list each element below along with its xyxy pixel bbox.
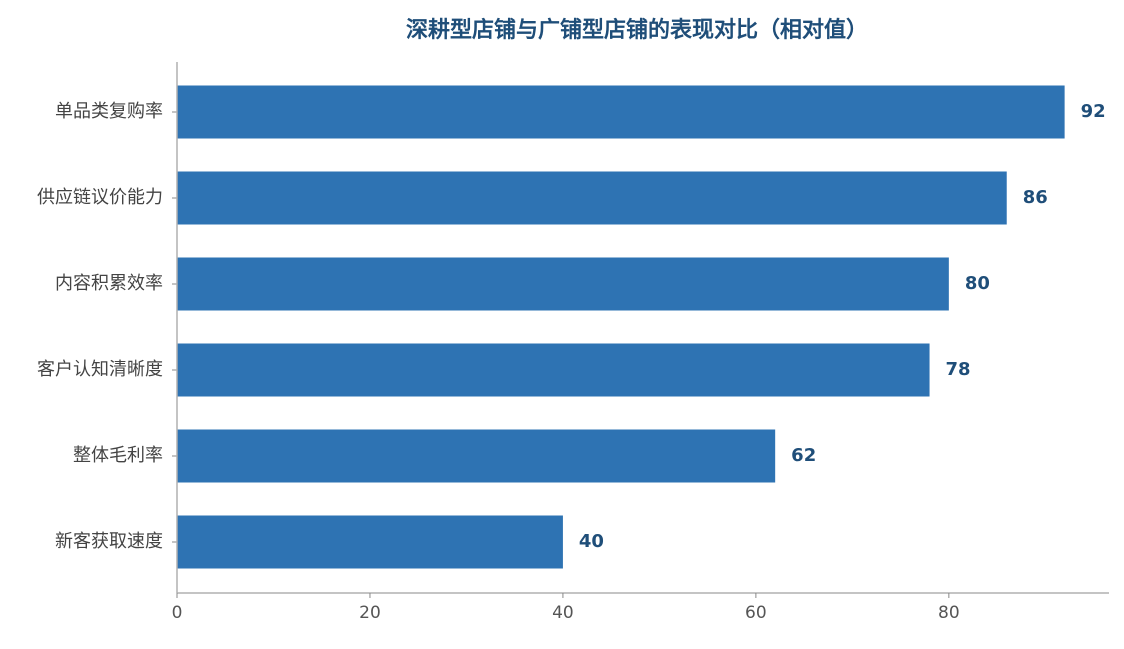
category-label-3: 内容积累效率 xyxy=(55,273,163,294)
value-labels-layer: 92 86 80 78 62 40 xyxy=(579,101,1106,552)
category-label-5: 整体毛利率 xyxy=(73,445,163,466)
bar-3 xyxy=(177,257,949,311)
x-tick-label-2: 20 xyxy=(359,603,381,623)
bars-layer xyxy=(177,85,1065,569)
value-label-4: 78 xyxy=(946,359,971,380)
bar-6 xyxy=(177,515,563,569)
x-tick-label-1: 0 xyxy=(172,603,183,623)
value-label-6: 40 xyxy=(579,531,604,552)
x-tick-label-5: 80 xyxy=(938,603,960,623)
value-label-1: 92 xyxy=(1081,101,1106,122)
chart-title: 深耕型店铺与广铺型店铺的表现对比（相对值） xyxy=(406,17,868,43)
value-label-3: 80 xyxy=(965,273,990,294)
x-tick-label-4: 60 xyxy=(745,603,767,623)
category-label-1: 单品类复购率 xyxy=(55,101,163,122)
axes-layer: 0 20 40 60 80 xyxy=(172,62,1109,623)
category-label-2: 供应链议价能力 xyxy=(37,187,163,208)
category-label-6: 新客获取速度 xyxy=(55,531,163,552)
value-label-5: 62 xyxy=(791,445,816,466)
bar-1 xyxy=(177,85,1065,139)
x-tick-label-3: 40 xyxy=(552,603,574,623)
bar-4 xyxy=(177,343,930,397)
bar-5 xyxy=(177,429,776,483)
category-label-4: 客户认知清晰度 xyxy=(37,359,163,380)
bar-2 xyxy=(177,171,1007,225)
value-label-2: 86 xyxy=(1023,187,1048,208)
